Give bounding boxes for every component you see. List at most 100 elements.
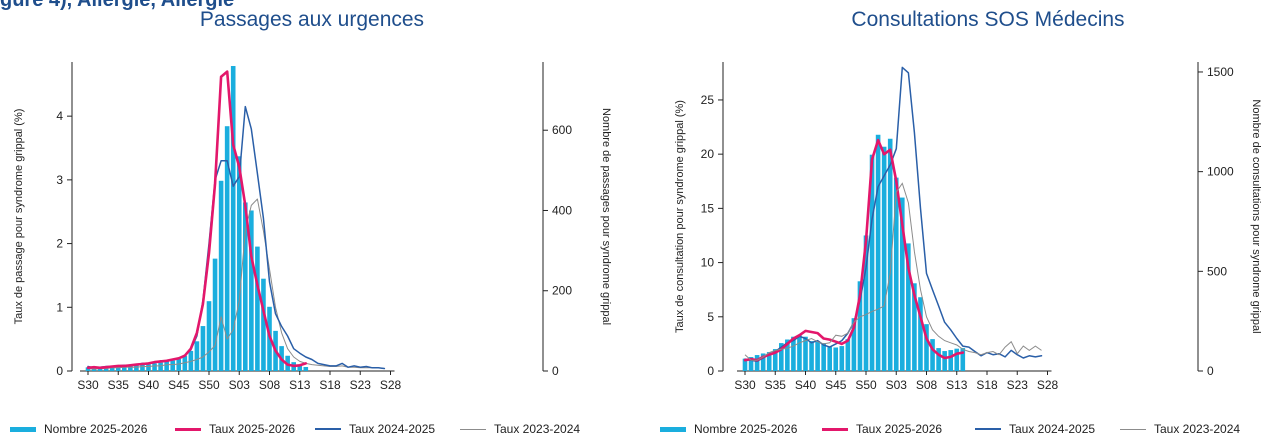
- y-axis-title-left: Taux de passage pour syndrome grippal (%…: [13, 109, 25, 325]
- bar-nombre-2025-2026: [960, 348, 966, 371]
- legend-label: Taux 2025-2026: [856, 422, 943, 436]
- x-tick-label: S28: [380, 378, 402, 392]
- bar-nombre-2025-2026: [887, 138, 893, 371]
- bar-nombre-2025-2026: [869, 154, 875, 371]
- left-tick-label: 4: [56, 109, 63, 123]
- cropped-caption: gure 4), Allergie, Allergie: [0, 0, 235, 11]
- bar-nombre-2025-2026: [797, 335, 802, 371]
- left-tick-label: 0: [56, 364, 63, 378]
- bar-nombre-2025-2026: [122, 366, 127, 371]
- bar-nombre-2025-2026: [875, 134, 881, 371]
- legend-swatch-blue: [975, 428, 1001, 430]
- legend-item-taux2425-2: Taux 2024-2025: [975, 422, 1095, 436]
- x-tick-label: S50: [855, 378, 877, 392]
- bar-nombre-2025-2026: [900, 197, 905, 371]
- bar-nombre-2025-2026: [236, 156, 242, 371]
- series-line-taux-2023-2024: [87, 198, 385, 370]
- x-tick-label: S08: [916, 378, 938, 392]
- series-line-taux-2024-2025: [744, 66, 1043, 362]
- bar-nombre-2025-2026: [164, 361, 169, 371]
- bar-nombre-2025-2026: [821, 343, 826, 371]
- legend-label: Nombre 2025-2026: [44, 422, 148, 436]
- bar-nombre-2025-2026: [97, 367, 103, 371]
- bar-nombre-2025-2026: [772, 349, 778, 371]
- x-tick-label: S03: [229, 378, 251, 392]
- x-tick-label: S35: [108, 378, 130, 392]
- bar-nombre-2025-2026: [906, 243, 911, 371]
- bar-nombre-2025-2026: [218, 180, 224, 371]
- right-tick-label: 0: [1207, 364, 1214, 378]
- legend-swatch-grey: [1120, 428, 1146, 430]
- legend-item-taux2324-2: Taux 2023-2024: [1120, 422, 1240, 436]
- bar-nombre-2025-2026: [224, 126, 230, 371]
- bar-nombre-2025-2026: [85, 367, 91, 371]
- legend-swatch-blue: [315, 428, 341, 430]
- bar-nombre-2025-2026: [839, 346, 845, 371]
- legend-label: Taux 2025-2026: [209, 422, 296, 436]
- x-tick-label: S23: [1007, 378, 1029, 392]
- bar-nombre-2025-2026: [948, 350, 953, 371]
- bar-nombre-2025-2026: [146, 364, 151, 371]
- bar-nombre-2025-2026: [827, 347, 832, 371]
- chart-title-urgences: Passages aux urgences: [199, 8, 425, 31]
- right-tick-label: 600: [552, 123, 572, 137]
- bar-nombre-2025-2026: [845, 339, 851, 371]
- bar-nombre-2025-2026: [851, 318, 857, 371]
- bar-nombre-2025-2026: [249, 210, 254, 371]
- x-tick-label: S30: [734, 378, 756, 392]
- bar-nombre-2025-2026: [158, 362, 163, 371]
- bar-nombre-2025-2026: [760, 353, 766, 371]
- series-line-taux-2025-2026: [86, 70, 308, 370]
- bar-nombre-2025-2026: [230, 66, 236, 371]
- legend-item-taux2425-1: Taux 2024-2025: [315, 422, 435, 436]
- left-tick-label: 25: [701, 93, 715, 107]
- bar-nombre-2025-2026: [833, 347, 839, 371]
- right-tick-label: 1000: [1207, 165, 1234, 179]
- y-axis-title-right: Nombre de passages pour syndrome grippal: [600, 108, 612, 325]
- bar-nombre-2025-2026: [152, 363, 157, 371]
- y-axis-title-right: Nombre de consultations pour syndrome gr…: [1250, 99, 1262, 333]
- series-line-taux-2025-2026: [743, 138, 965, 362]
- left-tick-label: 1: [56, 300, 63, 314]
- bar-nombre-2025-2026: [194, 341, 200, 371]
- bar-nombre-2025-2026: [791, 336, 796, 371]
- bar-nombre-2025-2026: [815, 341, 820, 371]
- x-tick-label: S40: [795, 378, 817, 392]
- bar-nombre-2025-2026: [857, 281, 863, 371]
- bar-nombre-2025-2026: [182, 355, 188, 371]
- bar-nombre-2025-2026: [863, 235, 869, 371]
- x-tick-label: S03: [886, 378, 908, 392]
- legend-item-taux2526-2: Taux 2025-2026: [822, 422, 942, 436]
- bar-nombre-2025-2026: [893, 177, 899, 371]
- right-tick-label: 1500: [1207, 65, 1234, 79]
- legend-swatch-bar: [10, 426, 36, 432]
- bar-nombre-2025-2026: [261, 278, 266, 371]
- x-tick-label: S13: [289, 378, 311, 392]
- chart-title-sos-medecins: Consultations SOS Médecins: [851, 8, 1125, 31]
- x-tick-label: S18: [319, 378, 341, 392]
- legend-label: Taux 2023-2024: [494, 422, 581, 436]
- bar-nombre-2025-2026: [803, 336, 808, 371]
- x-tick-label: S08: [259, 378, 281, 392]
- bar-nombre-2025-2026: [297, 365, 303, 371]
- bar-nombre-2025-2026: [881, 146, 887, 371]
- x-tick-label: S45: [168, 378, 190, 392]
- left-tick-label: 5: [707, 310, 714, 324]
- bar-nombre-2025-2026: [912, 283, 917, 371]
- legend-item-nombre-2: Nombre 2025-2026: [660, 422, 797, 436]
- bar-nombre-2025-2026: [115, 366, 121, 371]
- bar-nombre-2025-2026: [754, 355, 760, 371]
- bar-nombre-2025-2026: [206, 301, 212, 371]
- bar-nombre-2025-2026: [748, 357, 754, 371]
- right-tick-label: 500: [1207, 264, 1227, 278]
- bar-nombre-2025-2026: [809, 341, 814, 371]
- left-tick-label: 20: [701, 147, 715, 161]
- bar-nombre-2025-2026: [766, 352, 772, 371]
- right-tick-label: 200: [552, 284, 572, 298]
- x-tick-label: S18: [976, 378, 998, 392]
- left-tick-label: 10: [701, 256, 715, 270]
- bar-nombre-2025-2026: [936, 348, 941, 371]
- legend-label: Taux 2024-2025: [349, 422, 436, 436]
- bar-nombre-2025-2026: [140, 364, 145, 371]
- x-tick-label: S35: [765, 378, 787, 392]
